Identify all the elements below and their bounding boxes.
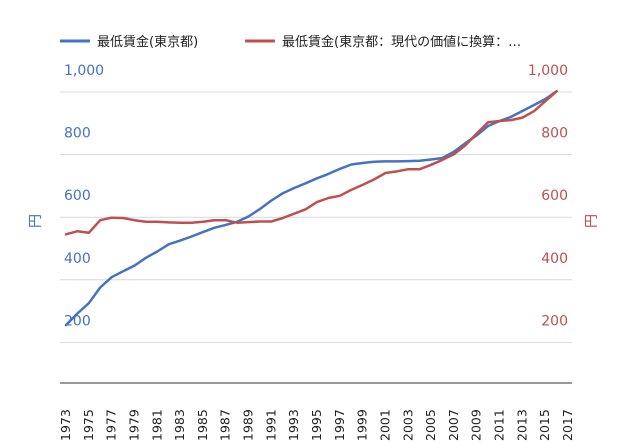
y-left-tick-label: 800 [64, 126, 91, 142]
x-tick-label: 1999 [355, 409, 370, 441]
y-axis-left: 200 400 600 800 1,000 [64, 63, 104, 329]
y-left-tick-label: 1,000 [64, 63, 104, 79]
x-tick-label: 2011 [492, 409, 507, 441]
x-tick-label: 1989 [241, 409, 256, 441]
legend: 最低賃金(東京都) 最低賃金(東京都：現代の価値に換算：… [60, 34, 521, 50]
y-right-tick-label: 600 [541, 188, 568, 204]
y-right-tick-label: 1,000 [528, 63, 568, 79]
x-tick-label: 1983 [172, 409, 187, 441]
y-right-tick-label: 200 [541, 313, 568, 329]
x-tick-label: 2007 [446, 409, 461, 441]
x-tick-label: 1987 [218, 409, 233, 441]
x-tick-label: 1991 [263, 409, 278, 441]
y-right-tick-label: 400 [541, 251, 568, 267]
x-tick-label: 1973 [58, 409, 73, 441]
x-tick-label: 1981 [149, 409, 164, 441]
x-tick-label: 1997 [332, 409, 347, 441]
y-left-tick-label: 200 [64, 313, 91, 329]
x-tick-label: 1977 [104, 409, 119, 441]
y-axis-title-right: 円 [584, 214, 600, 228]
y-left-tick-label: 400 [64, 251, 91, 267]
x-tick-label: 1993 [286, 409, 301, 441]
x-tick-label: 2001 [377, 409, 392, 441]
x-tick-label: 2013 [514, 409, 529, 441]
series-line-real [64, 90, 558, 236]
x-tick-label: 2015 [537, 409, 552, 441]
plot-lines [64, 90, 558, 327]
x-tick-label: 2009 [469, 409, 484, 441]
y-left-tick-label: 600 [64, 188, 91, 204]
legend-label-blue: 最低賃金(東京都) [97, 34, 198, 50]
x-tick-label: 1985 [195, 409, 210, 441]
y-axis-title-left: 円 [28, 214, 44, 228]
x-axis: 1973 1975 1977 1979 1981 1983 1985 1987 1989 1991… [58, 409, 575, 441]
x-tick-label: 2003 [400, 409, 415, 441]
x-tick-label: 1975 [81, 409, 96, 441]
x-tick-label: 1995 [309, 409, 324, 441]
x-tick-label: 2005 [423, 409, 438, 441]
legend-label-red: 最低賃金(東京都：現代の価値に換算：… [282, 34, 521, 50]
x-tick-label: 2017 [560, 409, 575, 441]
y-right-tick-label: 800 [541, 126, 568, 142]
y-axis-right: 200 400 600 800 1,000 [528, 63, 568, 329]
x-tick-label: 1979 [126, 409, 141, 441]
gridlines [60, 91, 572, 343]
